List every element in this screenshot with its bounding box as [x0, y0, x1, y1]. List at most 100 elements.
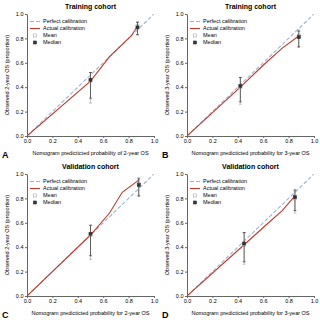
legend-swatch	[190, 188, 200, 189]
x-tick-label: 0.6	[100, 138, 108, 144]
title: Validation cohort	[62, 163, 119, 170]
x-tick: 0.8	[125, 296, 133, 304]
x-tick-label: 0.2	[49, 298, 57, 304]
y-tick-mark	[25, 247, 27, 248]
y-tick-mark	[185, 136, 187, 137]
panel: 0.00.20.40.60.81.00.00.20.40.60.81.0Vali…	[162, 163, 318, 320]
y-tick-mark	[25, 112, 27, 113]
y-axis: 0.00.20.40.60.81.0	[176, 11, 188, 139]
y-tick-mark	[25, 198, 27, 199]
y-tick: 0.6	[16, 60, 27, 66]
legend-item: Mean	[194, 32, 217, 38]
y-tick: 0.4	[16, 244, 27, 250]
error-bar	[239, 77, 242, 104]
x-axis: 0.00.20.40.60.81.0	[184, 136, 319, 144]
legend-swatch	[34, 34, 37, 37]
legend-swatch	[34, 41, 37, 44]
x-tick: 0.4	[74, 296, 82, 304]
series-points	[239, 31, 300, 102]
series-points	[243, 191, 297, 264]
series-line	[27, 26, 137, 136]
point	[136, 26, 139, 29]
x-tick-label: 0.2	[49, 138, 57, 144]
legend-label: Actual calibration	[43, 25, 85, 31]
x-tick-label: 0.4	[234, 138, 242, 144]
legend-label: Perfect calibration	[203, 178, 247, 184]
y-tick: 1.0	[16, 171, 27, 177]
legend: Perfect calibrationActual calibrationMea…	[30, 18, 87, 45]
y-tick-label: 0.4	[16, 244, 24, 250]
error-bar	[243, 233, 246, 262]
y-tick-mark	[185, 296, 187, 297]
legend-item: Perfect calibration	[30, 178, 87, 184]
legend-swatch	[34, 194, 37, 197]
y-tick-label: 0.0	[176, 133, 184, 139]
plot-area	[187, 14, 314, 136]
y-tick: 0.8	[176, 196, 187, 202]
series-line	[187, 14, 314, 136]
legend: Perfect calibrationActual calibrationMea…	[190, 178, 247, 205]
y-tick: 0.8	[16, 36, 27, 42]
legend-label: Perfect calibration	[43, 178, 87, 184]
y-tick-label: 0.0	[16, 293, 24, 299]
x-tick-label: 0.2	[209, 138, 217, 144]
point	[297, 36, 300, 39]
error-bar	[89, 225, 92, 259]
x-tick: 0.8	[125, 136, 133, 144]
y-tick-label: 0.8	[16, 36, 24, 42]
y-tick-mark	[25, 223, 27, 224]
legend: Perfect calibrationActual calibrationMea…	[30, 178, 87, 205]
y-tick-label: 0.6	[16, 60, 24, 66]
y-axis-title: Observed 2-year OS (proportion)	[4, 195, 10, 276]
y-tick: 0.2	[176, 109, 187, 115]
y-tick: 1.0	[176, 11, 187, 17]
legend-swatch	[190, 181, 200, 182]
x-tick-label: 0.4	[234, 298, 242, 304]
x-axis-line	[28, 136, 155, 137]
x-axis: 0.00.20.40.60.81.0	[24, 296, 159, 304]
legend-label: Median	[203, 199, 221, 205]
error-bar	[137, 179, 140, 196]
y-tick: 0.6	[16, 220, 27, 226]
x-tick-label: 0.4	[74, 298, 82, 304]
x-tick-label: 0.8	[285, 298, 293, 304]
y-tick-label: 0.2	[176, 109, 184, 115]
point	[239, 84, 242, 87]
plot-area	[187, 174, 314, 296]
y-tick-label: 0.2	[176, 269, 184, 275]
legend-label: Actual calibration	[203, 185, 245, 191]
x-tick: 1.0	[151, 136, 159, 144]
legend-swatch	[194, 201, 197, 204]
legend-label: Median	[43, 39, 61, 45]
y-tick: 0.0	[16, 293, 27, 299]
y-tick: 0.8	[16, 196, 27, 202]
legend-item: Perfect calibration	[190, 178, 247, 184]
x-tick: 0.2	[49, 136, 57, 144]
series-points	[89, 179, 140, 256]
y-tick-label: 1.0	[176, 171, 184, 177]
y-tick: 0.4	[176, 244, 187, 250]
legend-swatch	[190, 28, 200, 29]
x-tick-label: 0.0	[184, 138, 192, 144]
y-tick-mark	[185, 112, 187, 113]
x-tick: 0.0	[184, 136, 192, 144]
x-tick: 0.2	[209, 136, 217, 144]
y-tick-label: 0.0	[16, 133, 24, 139]
legend-item: Median	[34, 199, 62, 205]
x-axis-line	[188, 136, 315, 137]
y-tick: 0.2	[16, 109, 27, 115]
y-tick-mark	[25, 38, 27, 39]
series-points	[89, 23, 139, 99]
panel: 0.00.20.40.60.81.00.00.20.40.60.81.0Vali…	[2, 163, 158, 320]
y-tick: 0.2	[16, 269, 27, 275]
y-tick-label: 0.6	[16, 220, 24, 226]
y-tick-mark	[25, 136, 27, 137]
x-tick: 0.2	[209, 296, 217, 304]
y-tick-mark	[185, 223, 187, 224]
error-bar	[297, 31, 300, 47]
series-line	[27, 14, 154, 136]
x-tick: 0.6	[260, 296, 268, 304]
legend-swatch	[30, 188, 40, 189]
x-tick-label: 0.8	[285, 138, 293, 144]
legend: Perfect calibrationActual calibrationMea…	[190, 18, 247, 45]
